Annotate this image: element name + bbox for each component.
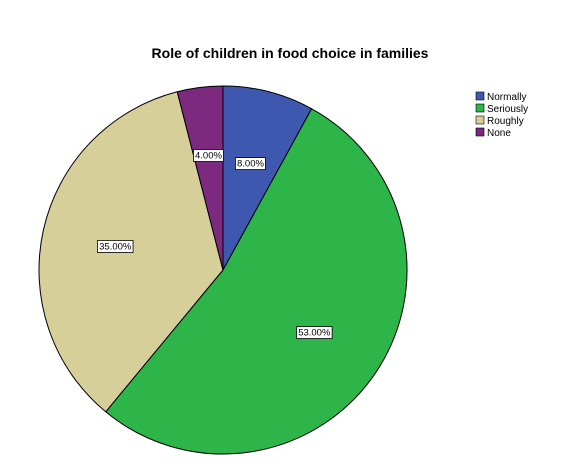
legend-swatch bbox=[475, 127, 485, 137]
legend-swatch bbox=[475, 91, 485, 101]
legend-item-none: None bbox=[475, 127, 511, 139]
pie-slice-seriously bbox=[105, 108, 408, 455]
legend-label: None bbox=[487, 128, 511, 139]
slice-label-box bbox=[235, 157, 266, 170]
slice-label-text: 35.00% bbox=[99, 241, 132, 252]
legend-label: Normally bbox=[487, 92, 526, 103]
slice-label-box bbox=[193, 149, 224, 162]
pie-slice-normally bbox=[222, 85, 313, 271]
legend-item-roughly: Roughly bbox=[475, 115, 524, 127]
pie-slices bbox=[38, 85, 408, 455]
slice-label-box bbox=[97, 240, 134, 253]
slice-label-none: 4.00% bbox=[193, 149, 224, 162]
legend-item-seriously: Seriously bbox=[475, 103, 528, 115]
slice-label-text: 8.00% bbox=[237, 159, 264, 170]
slice-label-roughly: 35.00% bbox=[97, 240, 134, 253]
legend-swatch bbox=[475, 103, 485, 113]
legend-label: Roughly bbox=[487, 116, 524, 127]
slice-label-box bbox=[296, 326, 333, 339]
slice-label-text: 4.00% bbox=[195, 150, 222, 161]
legend-label: Seriously bbox=[487, 104, 528, 115]
slice-label-text: 53.00% bbox=[298, 328, 331, 339]
legend-swatch bbox=[475, 115, 485, 125]
pie-slice-none bbox=[176, 85, 224, 271]
slice-label-seriously: 53.00% bbox=[296, 326, 333, 339]
slice-labels: 8.00% 53.00% 35.00% 4.00% bbox=[97, 149, 333, 339]
legend-item-normally: Normally bbox=[475, 91, 526, 103]
slice-label-normally: 8.00% bbox=[235, 157, 266, 170]
chart-title: Role of children in food choice in famil… bbox=[152, 45, 429, 61]
